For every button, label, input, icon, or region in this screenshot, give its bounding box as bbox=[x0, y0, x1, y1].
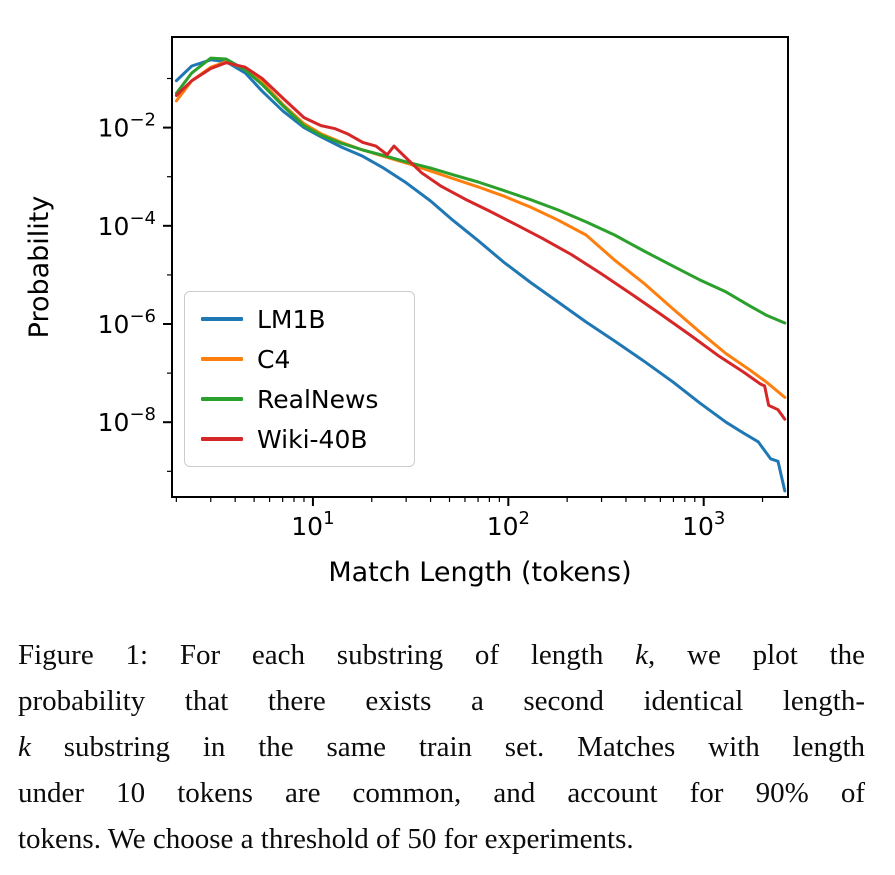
legend-label: LM1B bbox=[257, 304, 326, 334]
caption-math-k: k bbox=[635, 639, 649, 671]
caption-line: under 10 tokens are common, and account … bbox=[18, 770, 865, 816]
y-axis-ticks bbox=[163, 77, 172, 472]
y-tick-label: 10−4 bbox=[98, 208, 156, 241]
caption-text: Figure 1: For each substring of length bbox=[18, 639, 636, 671]
x-axis-label: Match Length (tokens) bbox=[328, 557, 631, 588]
legend-swatch-RealNews bbox=[201, 397, 243, 401]
caption-text: , we plot the bbox=[648, 639, 865, 671]
caption-line: probability that there exists a second i… bbox=[18, 678, 865, 724]
caption-line: tokens. We choose a threshold of 50 for … bbox=[18, 816, 865, 862]
caption-line: k substring in the same train set. Match… bbox=[18, 724, 865, 770]
legend-item-Wiki-40B: Wiki-40B bbox=[201, 424, 378, 454]
series-line-C4 bbox=[174, 60, 787, 399]
legend-swatch-Wiki-40B bbox=[201, 437, 243, 441]
x-tick-label: 103 bbox=[682, 508, 725, 541]
caption-text: tokens. We choose a threshold of 50 for … bbox=[18, 823, 634, 855]
legend-item-C4: C4 bbox=[201, 344, 378, 374]
y-tick-label: 10−6 bbox=[98, 306, 156, 339]
figure-caption: Figure 1: For each substring of length k… bbox=[18, 632, 865, 862]
x-tick-label: 102 bbox=[487, 508, 530, 541]
legend-label: RealNews bbox=[257, 384, 379, 414]
caption-text: probability that there exists a second i… bbox=[18, 685, 865, 717]
legend-label: Wiki-40B bbox=[257, 424, 368, 454]
y-axis-label: Probability bbox=[24, 196, 55, 339]
plot-border bbox=[171, 36, 789, 498]
legend-item-LM1B: LM1B bbox=[201, 304, 378, 334]
x-tick-label: 101 bbox=[291, 508, 334, 541]
caption-line: Figure 1: For each substring of length k… bbox=[18, 632, 865, 678]
match-probability-chart: 101 102 103 10−2 10−4 10−6 10−8 Match Length (t… bbox=[24, 36, 789, 588]
chart-canvas: 101 102 103 10−2 10−4 10−6 10−8 Match Length (t… bbox=[24, 36, 789, 588]
caption-text: substring in the same train set. Matches… bbox=[30, 731, 865, 763]
legend-label: C4 bbox=[257, 344, 291, 374]
caption-text: under 10 tokens are common, and account … bbox=[18, 777, 865, 809]
legend-swatch-LM1B bbox=[201, 317, 243, 321]
series-line-LM1B bbox=[174, 58, 787, 493]
legend-swatch-C4 bbox=[201, 357, 243, 361]
caption-math-k: k bbox=[18, 731, 31, 763]
y-tick-label: 10−8 bbox=[98, 404, 156, 437]
x-axis-ticks bbox=[175, 497, 764, 506]
series-line-Wiki-40B bbox=[174, 61, 787, 421]
series-line-RealNews bbox=[174, 56, 787, 325]
chart-legend: LM1B C4 RealNews Wiki-40B bbox=[184, 291, 416, 467]
legend-item-RealNews: RealNews bbox=[201, 384, 379, 414]
y-tick-label: 10−2 bbox=[98, 110, 156, 143]
